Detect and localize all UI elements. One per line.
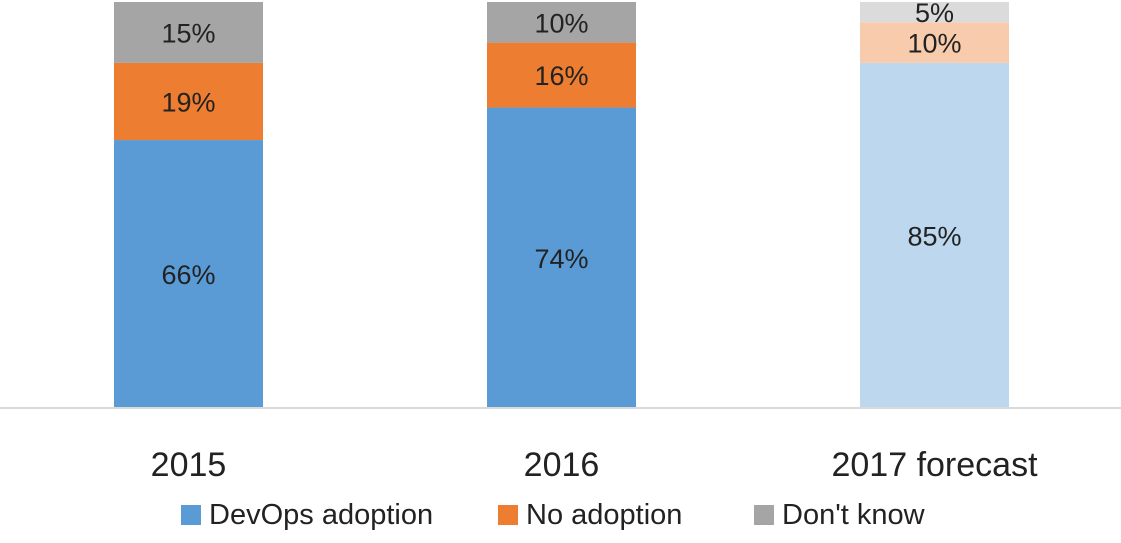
value-labels-group: 66%19%15%74%16%10%85%10%5%	[161, 0, 961, 290]
category-labels-group: 2015 2016 2017 forecast	[151, 446, 1038, 484]
bar-2017-forecast-no-adoption	[860, 22, 1009, 63]
value-label-2016-no-adoption: 16%	[534, 61, 588, 91]
legend: DevOps adoption No adoption Don't know	[181, 499, 926, 531]
bar-2015-don-t-know	[114, 2, 263, 63]
category-label-2017-forecast: 2017 forecast	[831, 446, 1038, 484]
value-label-2015-devops-adoption: 66%	[161, 260, 215, 290]
bars-group	[114, 2, 1009, 409]
value-label-2017-forecast-don-t-know: 5%	[915, 0, 954, 28]
category-label-2016: 2016	[524, 446, 600, 484]
value-label-2015-don-t-know: 15%	[161, 18, 215, 48]
legend-label-don-t-know: Don't know	[782, 499, 926, 531]
bar-2016-don-t-know	[487, 2, 636, 43]
category-label-2015: 2015	[151, 446, 227, 484]
value-label-2017-forecast-no-adoption: 10%	[907, 29, 961, 59]
bar-2015-devops-adoption	[114, 140, 263, 409]
bar-2017-forecast-devops-adoption	[860, 62, 1009, 409]
bar-2016-devops-adoption	[487, 107, 636, 408]
value-label-2016-don-t-know: 10%	[534, 8, 588, 38]
bar-2017-forecast-don-t-know	[860, 2, 1009, 23]
bar-2016-no-adoption	[487, 42, 636, 108]
legend-swatch-no-adoption	[498, 505, 518, 525]
legend-swatch-devops-adoption	[181, 505, 201, 525]
value-label-2015-no-adoption: 19%	[161, 87, 215, 117]
legend-label-devops-adoption: DevOps adoption	[209, 499, 433, 531]
bar-2015-no-adoption	[114, 62, 263, 141]
legend-swatch-don-t-know	[754, 505, 774, 525]
value-label-2016-devops-adoption: 74%	[534, 244, 588, 274]
value-label-2017-forecast-devops-adoption: 85%	[907, 221, 961, 251]
legend-label-no-adoption: No adoption	[526, 499, 682, 531]
